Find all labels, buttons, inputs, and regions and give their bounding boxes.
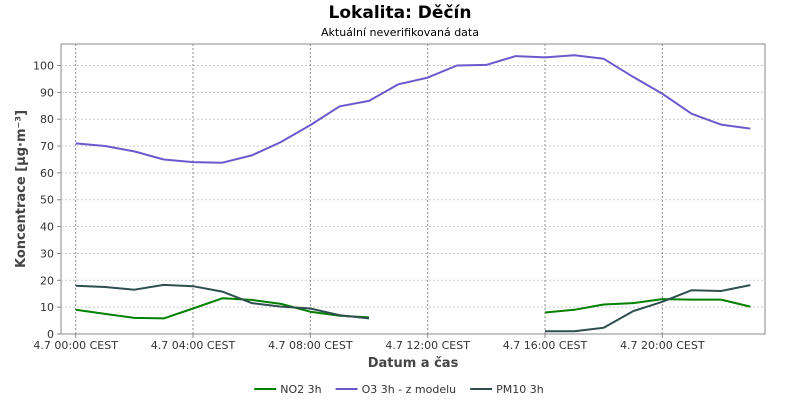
x-tick-label: 4.7 20:00 CEST <box>620 339 705 352</box>
series-line <box>75 54 751 164</box>
x-tick-label: 4.7 04:00 CEST <box>151 339 236 352</box>
x-axis-label: Datum a čas <box>368 356 459 371</box>
y-tick-label: 20 <box>40 274 54 287</box>
y-tick-label: 60 <box>40 167 54 180</box>
y-axis-label: Koncentrace [µg·m⁻³] <box>14 110 29 268</box>
y-tick-label: 90 <box>40 86 54 99</box>
chart-title: Lokalita: Děčín <box>329 3 472 23</box>
y-tick-label: 80 <box>40 113 54 126</box>
grid-lines <box>61 44 765 334</box>
series-lines <box>75 54 751 333</box>
series-line <box>75 283 751 333</box>
x-tick-label: 4.7 08:00 CEST <box>268 339 353 352</box>
x-tick-label: 4.7 16:00 CEST <box>503 339 588 352</box>
y-tick-label: 30 <box>40 247 54 260</box>
plot-area <box>60 43 766 335</box>
legend-label: O3 3h - z modelu <box>362 383 457 396</box>
y-tick-label: 50 <box>40 194 54 207</box>
x-tick-label: 4.7 12:00 CEST <box>385 339 470 352</box>
series-line <box>75 297 751 320</box>
x-tick-label: 4.7 00:00 CEST <box>33 339 118 352</box>
y-tick-label: 70 <box>40 140 54 153</box>
y-tick-label: 10 <box>40 301 54 314</box>
y-tick-label: 40 <box>40 221 54 234</box>
legend-label: NO2 3h <box>280 383 321 396</box>
y-tick-label: 100 <box>33 59 54 72</box>
chart-subtitle: Aktuální neverifikovaná data <box>321 26 479 39</box>
y-tick-label: 0 <box>47 328 54 341</box>
axes: 0 10 20 30 40 50 60 70 80 90 100 4.7 00:00 CEST 4.7 … <box>33 59 705 352</box>
legend: NO2 3h O3 3h - z modelu PM10 3h <box>254 383 544 396</box>
legend-label: PM10 3h <box>496 383 544 396</box>
